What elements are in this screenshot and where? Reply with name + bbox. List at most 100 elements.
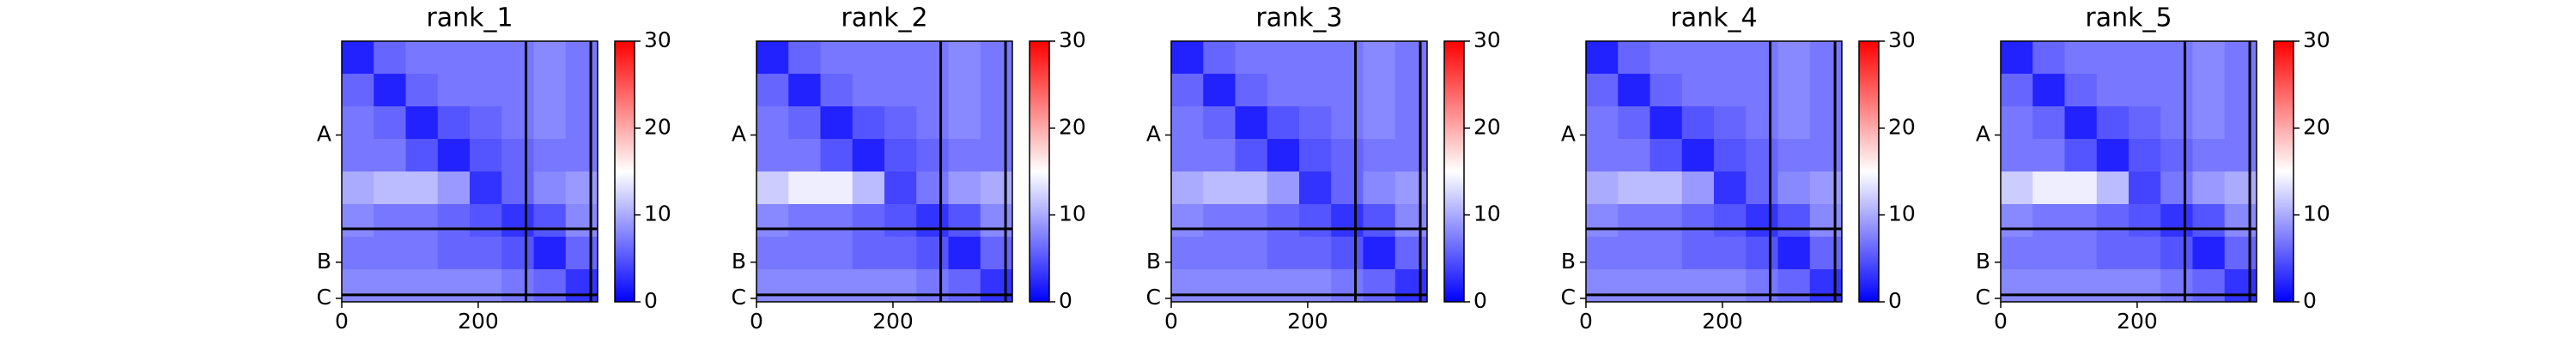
x-tick-label: 0 bbox=[1994, 309, 2008, 334]
heatmap-cell bbox=[1203, 41, 1236, 75]
heatmap-cell bbox=[342, 74, 374, 107]
heatmap-cell bbox=[1746, 204, 1778, 238]
heatmap-cell bbox=[884, 237, 917, 270]
colorbar-tick-label: 30 bbox=[644, 27, 671, 52]
heatmap-cell bbox=[1714, 74, 1747, 107]
heatmap-cell bbox=[1746, 237, 1778, 270]
heatmap-cell bbox=[1809, 139, 1843, 172]
heatmap-cell bbox=[1299, 41, 1332, 75]
heatmap-cell bbox=[1777, 269, 1811, 303]
heatmap-cell bbox=[1681, 41, 1715, 75]
heatmap-cell bbox=[916, 139, 949, 172]
heatmap-cell bbox=[1363, 41, 1396, 75]
heatmap-cell bbox=[1746, 106, 1778, 140]
heatmap-cell bbox=[820, 204, 854, 238]
heatmap-cell bbox=[980, 204, 1013, 238]
heatmap-cell bbox=[1331, 172, 1364, 205]
heatmap-cell bbox=[1267, 74, 1300, 107]
heatmap-cell bbox=[1777, 41, 1811, 75]
heatmap-cell bbox=[1649, 139, 1683, 172]
plot-frame bbox=[1585, 40, 1843, 303]
heatmap-cell bbox=[2001, 139, 2033, 172]
heatmap-cell bbox=[2032, 269, 2065, 303]
heatmap-cell bbox=[820, 237, 854, 270]
y-tick-label: A bbox=[317, 121, 331, 146]
heatmap-cell bbox=[2001, 237, 2033, 270]
heatmap-cell bbox=[2224, 41, 2257, 75]
heatmap-cell bbox=[1586, 237, 1619, 270]
heatmap-cell bbox=[342, 139, 374, 172]
heatmap-cell bbox=[1649, 204, 1683, 238]
heatmap-cell bbox=[437, 269, 471, 303]
heatmap-cell bbox=[437, 172, 471, 205]
heatmap-cell bbox=[980, 237, 1013, 270]
heatmap-cell bbox=[501, 41, 534, 75]
heatmap-cell bbox=[788, 237, 821, 270]
heatmap-cell bbox=[1394, 237, 1428, 270]
heatmap-cell bbox=[1714, 237, 1747, 270]
heatmap-cell bbox=[1299, 139, 1332, 172]
x-tick-label: 0 bbox=[1579, 309, 1593, 334]
heatmap-cell bbox=[1171, 139, 1204, 172]
heatmap-cell bbox=[501, 237, 534, 270]
plot-frame bbox=[341, 40, 598, 303]
heatmap-cell bbox=[2096, 106, 2129, 140]
colorbar bbox=[1858, 40, 1880, 303]
heatmap-cell bbox=[1363, 269, 1396, 303]
x-tick-label: 200 bbox=[2117, 309, 2158, 334]
heatmap-cell bbox=[2129, 74, 2161, 107]
colorbar-tick-label: 20 bbox=[1473, 114, 1501, 139]
colorbar-tick-label: 10 bbox=[2303, 202, 2330, 226]
heatmap-cell bbox=[1777, 74, 1811, 107]
heatmap-cell bbox=[756, 172, 789, 205]
colorbar bbox=[1029, 40, 1050, 303]
heatmap-cell bbox=[2001, 204, 2033, 238]
heatmap-cell bbox=[852, 269, 885, 303]
heatmap-cell bbox=[1714, 139, 1747, 172]
heatmap-cell bbox=[852, 237, 885, 270]
heatmap-cell bbox=[1777, 172, 1811, 205]
heatmap-cell bbox=[2096, 74, 2129, 107]
heatmap-cell bbox=[2129, 204, 2161, 238]
heatmap-cell bbox=[565, 74, 598, 107]
heatmap-cell bbox=[2160, 139, 2193, 172]
heatmap-cell bbox=[1235, 204, 1268, 238]
heatmap-cell bbox=[916, 172, 949, 205]
heatmap-cell bbox=[405, 41, 439, 75]
chart-title: rank_5 bbox=[2085, 3, 2172, 33]
heatmap-cell bbox=[2064, 269, 2098, 303]
heatmap-cell bbox=[1649, 172, 1683, 205]
heatmap-cell bbox=[1331, 74, 1364, 107]
heatmap-cell bbox=[948, 172, 981, 205]
colorbar-tick-label: 20 bbox=[1059, 114, 1086, 139]
heatmap-cell bbox=[884, 106, 917, 140]
heatmap-cell bbox=[1299, 106, 1332, 140]
heatmap-cell bbox=[916, 106, 949, 140]
heatmap-cell bbox=[1171, 269, 1204, 303]
heatmap-cell bbox=[342, 41, 374, 75]
heatmap-cell bbox=[1267, 172, 1300, 205]
heatmap-cell bbox=[2064, 237, 2098, 270]
heatmap-cell bbox=[1681, 269, 1715, 303]
heatmap-cell bbox=[565, 204, 598, 238]
heatmap-cell bbox=[565, 139, 598, 172]
heatmap-cell bbox=[1267, 106, 1300, 140]
heatmap-cell bbox=[1203, 139, 1236, 172]
heatmap-cell bbox=[2160, 204, 2193, 238]
heatmap-cell bbox=[1586, 139, 1619, 172]
heatmap-cell bbox=[2064, 41, 2098, 75]
heatmap-cell bbox=[788, 269, 821, 303]
heatmap-cell bbox=[2224, 106, 2257, 140]
heatmap-cell bbox=[820, 172, 854, 205]
heatmap-cell bbox=[1681, 74, 1715, 107]
heatmap-cell bbox=[1203, 269, 1236, 303]
heatmap-cell bbox=[1235, 269, 1268, 303]
heatmap-cell bbox=[980, 269, 1013, 303]
colorbar-tick-label: 0 bbox=[2303, 288, 2317, 313]
heatmap-cell bbox=[1618, 269, 1650, 303]
heatmap-cell bbox=[1171, 41, 1204, 75]
colorbar-tick-label: 10 bbox=[1473, 202, 1501, 226]
y-tick-label: B bbox=[732, 249, 746, 274]
colorbar bbox=[2273, 40, 2294, 303]
heatmap-cell bbox=[2160, 74, 2193, 107]
